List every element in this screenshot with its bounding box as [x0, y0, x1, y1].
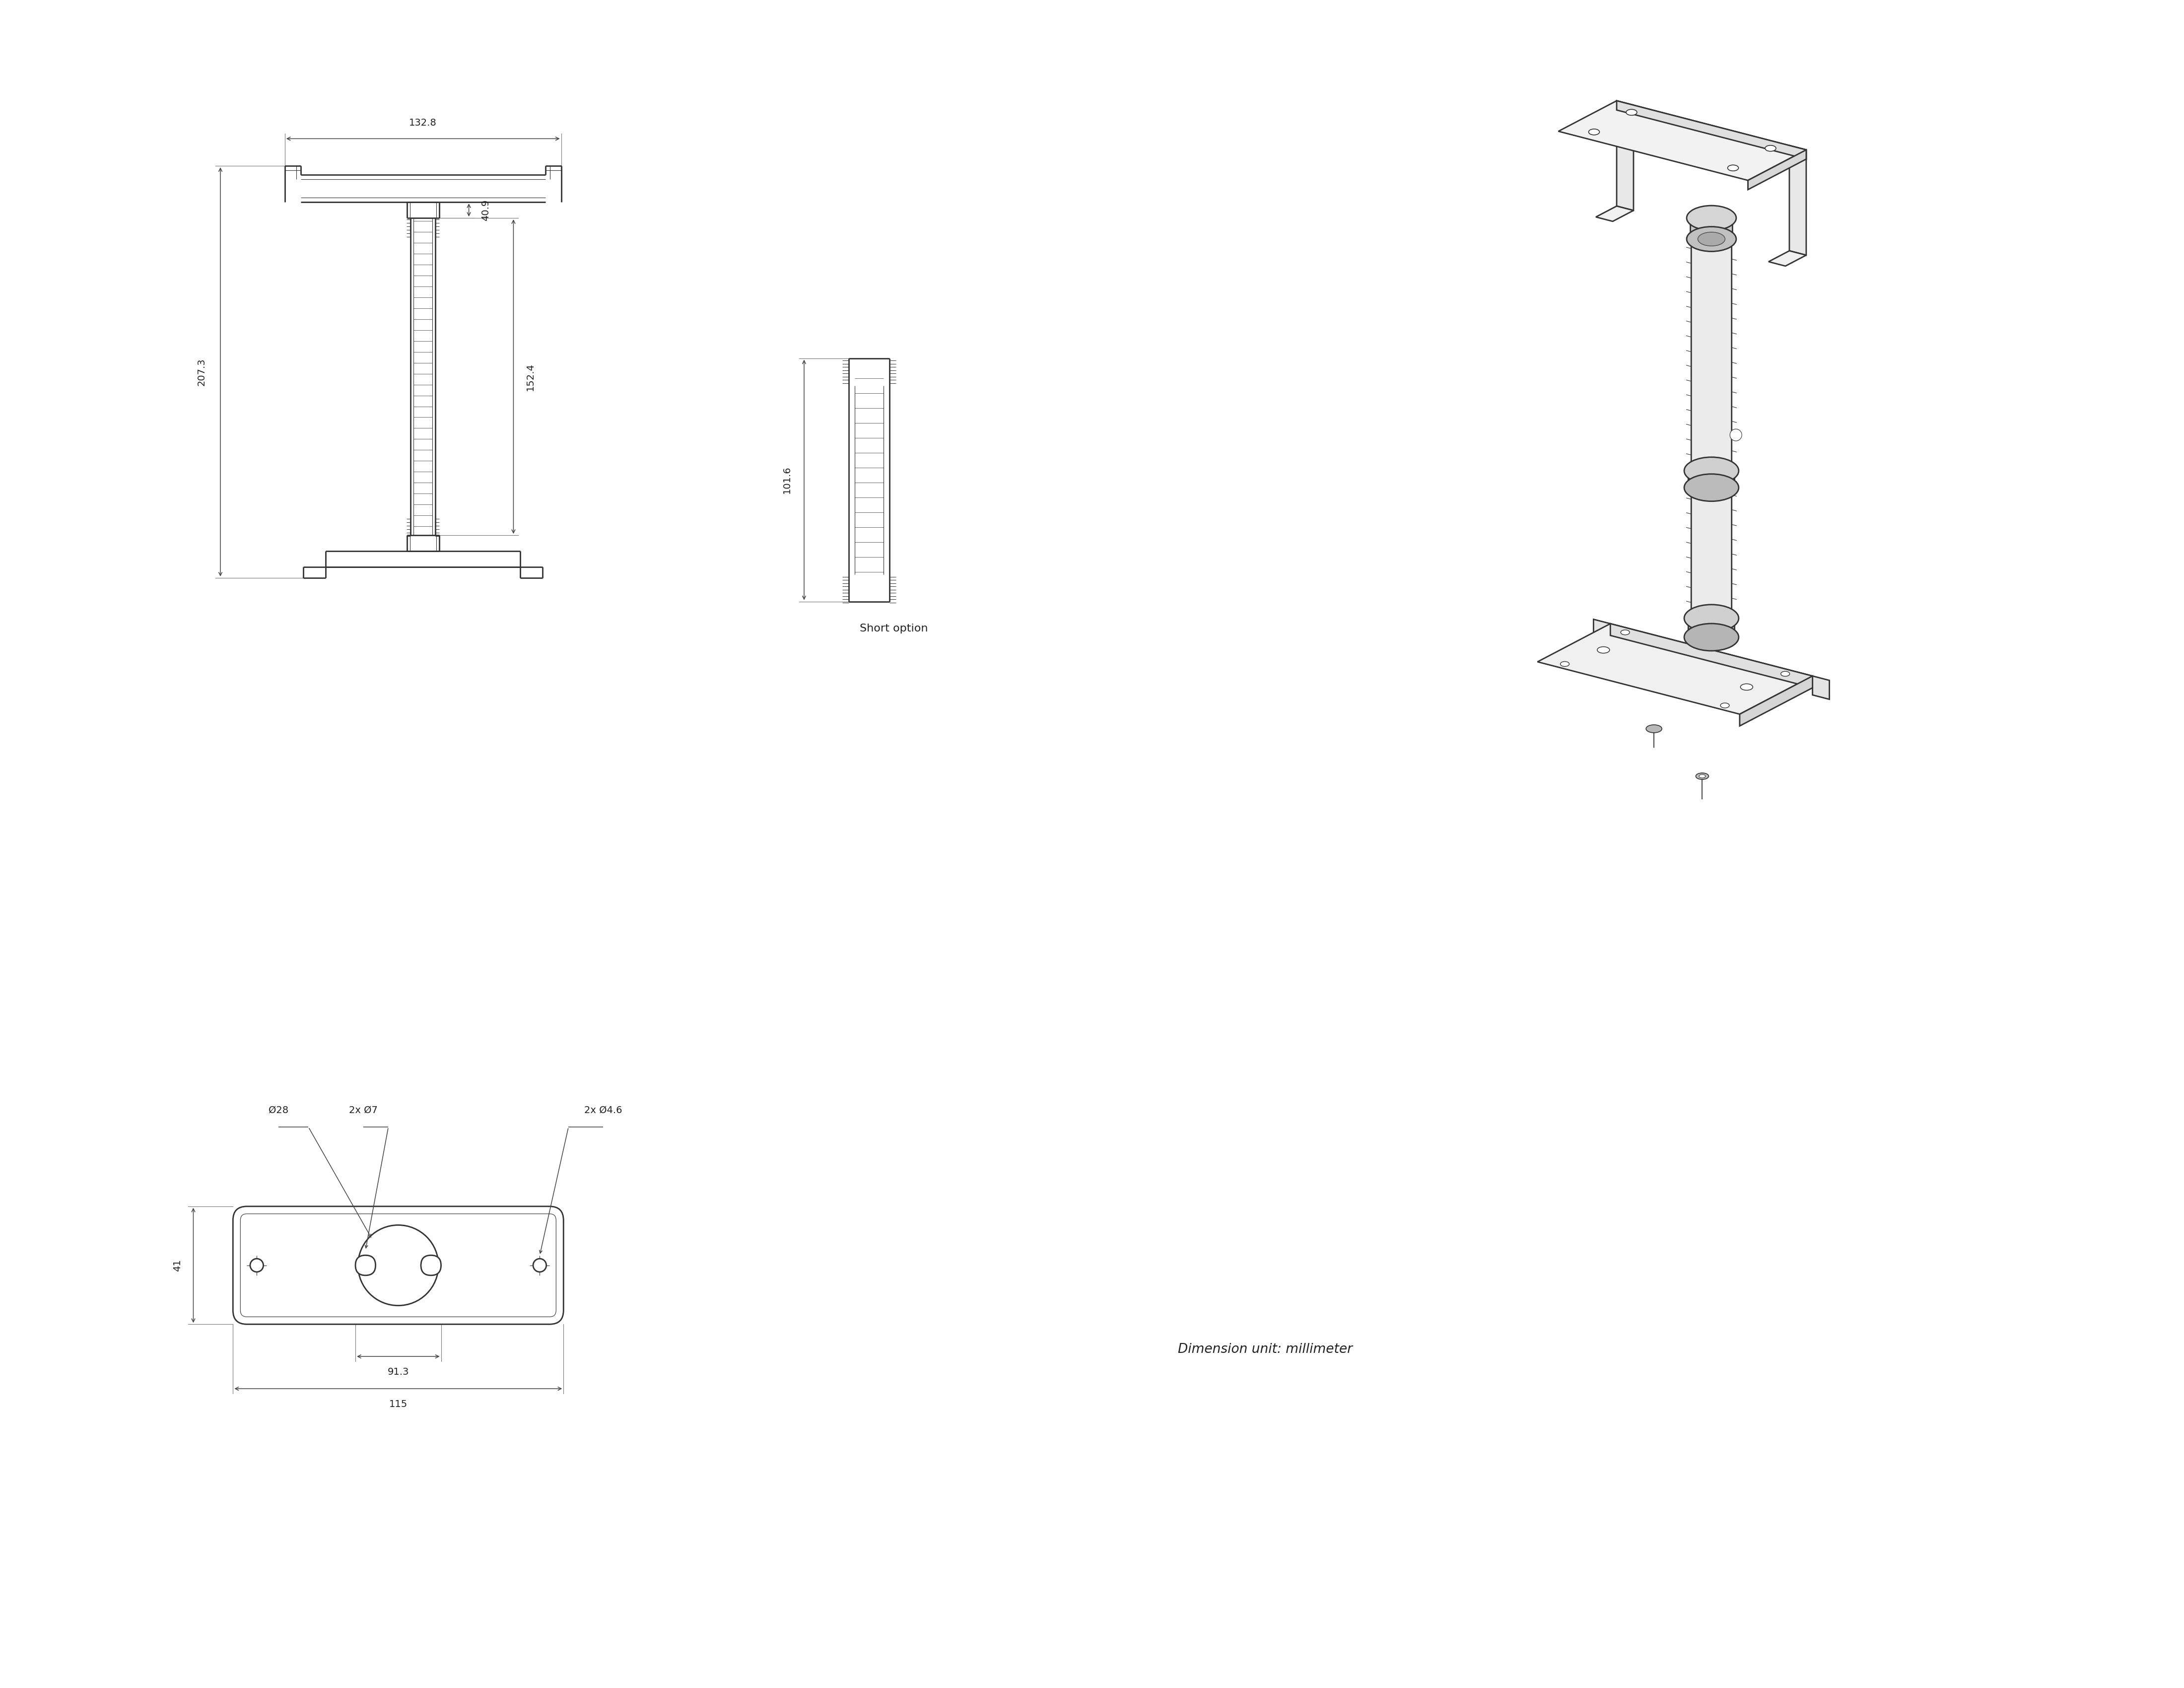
Ellipse shape	[1686, 206, 1736, 230]
FancyBboxPatch shape	[356, 1256, 376, 1276]
Ellipse shape	[1721, 702, 1730, 707]
Text: 115: 115	[389, 1399, 408, 1409]
Text: 40.9: 40.9	[480, 199, 491, 221]
Polygon shape	[1559, 101, 1806, 181]
Text: Dimension unit: millimeter: Dimension unit: millimeter	[1177, 1344, 1352, 1355]
Circle shape	[533, 1259, 546, 1273]
Text: 132.8: 132.8	[408, 118, 437, 128]
Ellipse shape	[1597, 647, 1610, 653]
Polygon shape	[1690, 213, 1732, 245]
Ellipse shape	[1686, 226, 1736, 252]
FancyBboxPatch shape	[234, 1207, 563, 1325]
Ellipse shape	[1684, 457, 1738, 484]
Ellipse shape	[1621, 630, 1629, 635]
Polygon shape	[1741, 675, 1813, 726]
Polygon shape	[1813, 675, 1830, 699]
Ellipse shape	[1780, 672, 1789, 677]
FancyBboxPatch shape	[240, 1214, 557, 1317]
Ellipse shape	[1765, 145, 1776, 152]
Polygon shape	[1594, 619, 1610, 643]
Text: 91.3: 91.3	[387, 1367, 408, 1377]
Text: Ø28: Ø28	[269, 1106, 288, 1114]
Ellipse shape	[1684, 623, 1738, 652]
Text: 101.6: 101.6	[782, 466, 791, 493]
Polygon shape	[1688, 613, 1734, 643]
Ellipse shape	[1695, 773, 1708, 780]
Ellipse shape	[1728, 165, 1738, 170]
Polygon shape	[1789, 145, 1806, 255]
Ellipse shape	[1647, 724, 1662, 733]
Polygon shape	[1597, 206, 1634, 221]
Text: 2x Ø7: 2x Ø7	[349, 1106, 378, 1114]
Polygon shape	[1690, 235, 1732, 623]
Ellipse shape	[1684, 604, 1738, 631]
Polygon shape	[1747, 150, 1806, 189]
Polygon shape	[1610, 623, 1813, 687]
Circle shape	[358, 1225, 439, 1305]
Circle shape	[1730, 429, 1743, 441]
Polygon shape	[1538, 623, 1813, 714]
Polygon shape	[1616, 101, 1634, 211]
Ellipse shape	[1684, 474, 1738, 501]
Text: Short option: Short option	[860, 625, 928, 633]
Text: 41: 41	[173, 1259, 183, 1271]
Ellipse shape	[1697, 233, 1725, 246]
Polygon shape	[1616, 101, 1806, 159]
Text: 207.3: 207.3	[197, 358, 207, 387]
Ellipse shape	[1559, 662, 1570, 667]
Ellipse shape	[1588, 128, 1599, 135]
Ellipse shape	[1699, 775, 1706, 778]
Text: 152.4: 152.4	[526, 363, 535, 390]
Ellipse shape	[1627, 110, 1638, 115]
Polygon shape	[1688, 464, 1734, 493]
Polygon shape	[1769, 252, 1806, 267]
FancyBboxPatch shape	[422, 1256, 441, 1276]
Circle shape	[251, 1259, 264, 1273]
Ellipse shape	[1741, 684, 1754, 690]
Text: 2x Ø4.6: 2x Ø4.6	[583, 1106, 622, 1114]
